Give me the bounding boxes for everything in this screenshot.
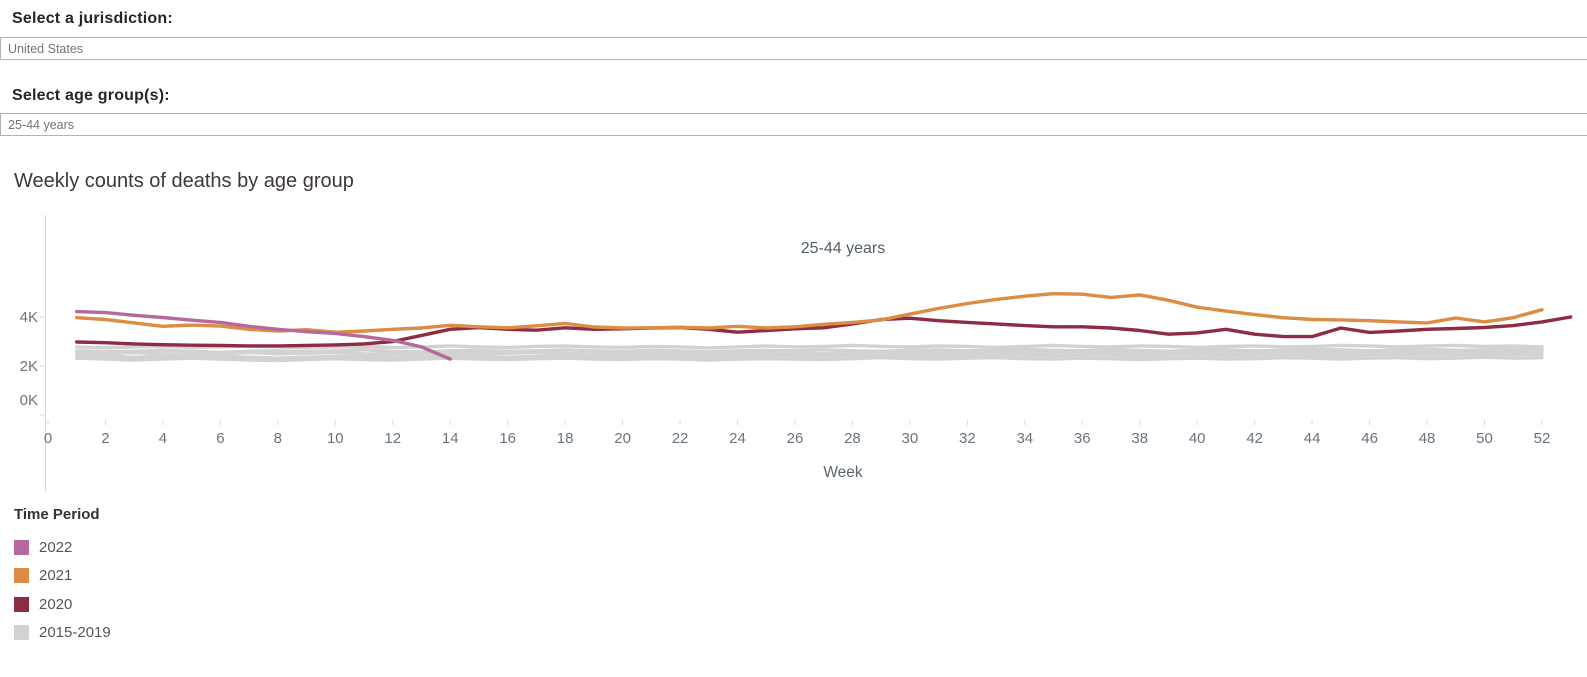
x-axis-title: Week: [823, 464, 863, 481]
x-tick-label: 14: [442, 430, 459, 447]
y-tick-label: 4K: [20, 309, 38, 326]
x-tick-label: 30: [902, 430, 919, 447]
x-tick-label: 44: [1304, 430, 1321, 447]
legend-swatch-2020: [14, 596, 29, 612]
x-tick-label: 28: [844, 430, 861, 447]
x-tick-label: 48: [1419, 430, 1436, 447]
y-tick-label: 2K: [20, 358, 38, 375]
series-line-2015-2019-5[interactable]: [74, 355, 1544, 363]
x-tick-label: 16: [499, 430, 516, 447]
legend-item-2020[interactable]: 2020: [14, 590, 111, 619]
x-tick-label: 22: [672, 430, 689, 447]
time-period-legend: Time Period 2022 2021 2020 2015-2019: [14, 506, 111, 647]
legend-swatch-2021: [14, 568, 29, 584]
age-group-input[interactable]: [0, 113, 1587, 136]
series-line-2015-2019-1[interactable]: [74, 343, 1544, 350]
legend-title: Time Period: [14, 506, 100, 523]
x-tick-label: 52: [1534, 430, 1551, 447]
legend-label: 2015-2019: [39, 624, 111, 642]
chart-title: Weekly counts of deaths by age group: [14, 170, 354, 192]
x-tick-label: 32: [959, 430, 976, 447]
x-tick-label: 2: [101, 430, 109, 447]
series-line-2015-2019-4[interactable]: [74, 352, 1544, 360]
x-tick-label: 10: [327, 430, 344, 447]
x-tick-label: 36: [1074, 430, 1091, 447]
x-tick-label: 4: [159, 430, 167, 447]
jurisdiction-label: Select a jurisdiction:: [12, 10, 173, 27]
legend-swatch-2022: [14, 539, 29, 555]
x-tick-label: 24: [729, 430, 746, 447]
series-line-2020[interactable]: [74, 315, 1573, 348]
series-line-2022[interactable]: [74, 309, 452, 361]
legend-items: 2022 2021 2020 2015-2019: [14, 533, 111, 647]
series-line-2015-2019-3[interactable]: [74, 349, 1544, 357]
x-tick-label: 6: [216, 430, 224, 447]
x-tick-label: 50: [1476, 430, 1493, 447]
x-tick-label: 0: [44, 430, 52, 447]
x-tick-label: 38: [1131, 430, 1148, 447]
x-tick-label: 12: [384, 430, 401, 447]
legend-label: 2022: [39, 538, 73, 556]
x-tick-label: 26: [787, 430, 804, 447]
x-tick-label: 18: [557, 430, 574, 447]
x-tick-label: 8: [274, 430, 282, 447]
x-tick-label: 46: [1361, 430, 1378, 447]
legend-swatch-2015-2019: [14, 625, 29, 641]
age-group-annotation: 25-44 years: [801, 240, 886, 257]
x-tick-label: 40: [1189, 430, 1206, 447]
legend-item-2022[interactable]: 2022: [14, 533, 111, 562]
legend-label: 2020: [39, 595, 73, 613]
age-group-label: Select age group(s):: [12, 87, 170, 104]
y-tick-label: 0K: [20, 392, 38, 409]
legend-label: 2021: [39, 567, 73, 585]
x-tick-label: 20: [614, 430, 631, 447]
legend-item-2015-2019[interactable]: 2015-2019: [14, 619, 111, 648]
series-line-2021[interactable]: [74, 291, 1544, 334]
x-tick-label: 34: [1016, 430, 1033, 447]
x-tick-label: 42: [1246, 430, 1263, 447]
jurisdiction-input[interactable]: [0, 37, 1587, 60]
legend-item-2021[interactable]: 2021: [14, 562, 111, 591]
